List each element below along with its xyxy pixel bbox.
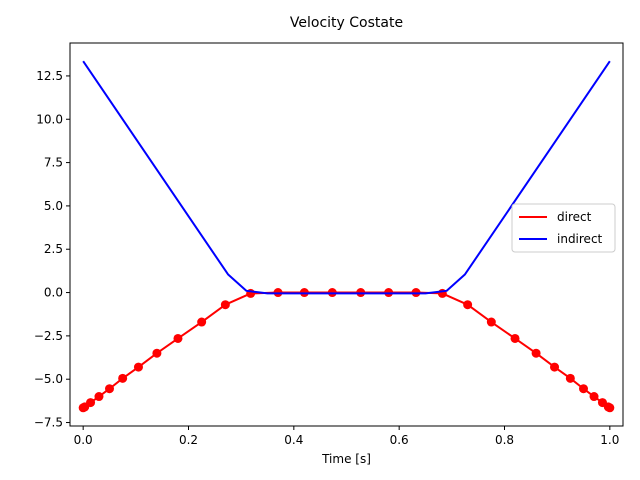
y-tick-label: 2.5	[44, 242, 63, 256]
legend-label: indirect	[557, 232, 603, 246]
data-point-direct	[486, 317, 496, 327]
x-tick-label: 0.0	[74, 433, 93, 447]
series-indirect	[82, 60, 611, 295]
data-point-direct	[133, 362, 143, 372]
y-tick-label: 7.5	[44, 156, 63, 170]
data-point-direct	[565, 373, 575, 383]
data-point-direct	[105, 384, 114, 394]
data-point-direct	[173, 333, 183, 343]
y-tick-label: −7.5	[34, 416, 63, 430]
legend-label: direct	[557, 210, 592, 224]
legend: direct indirect	[511, 203, 616, 253]
legend-item-indirect: indirect	[519, 232, 603, 246]
data-point-direct	[589, 392, 599, 402]
data-point-direct	[197, 317, 207, 327]
x-tick-label: 1.0	[600, 433, 619, 447]
y-tick-label: 0.0	[44, 286, 63, 300]
y-tick-label: −2.5	[34, 329, 63, 343]
y-tick-label: 12.5	[36, 69, 63, 83]
data-point-direct	[550, 362, 560, 372]
y-tick-label: −5.0	[34, 372, 63, 386]
data-point-direct	[118, 373, 128, 383]
data-point-direct	[152, 348, 162, 358]
series-line-indirect	[82, 60, 611, 295]
y-tick-label: 5.0	[44, 199, 63, 213]
x-axis-label: Time [s]	[321, 452, 371, 466]
y-axis: −7.5 −5.0 −2.5 0.0 2.5 5.0 7.5 10.0 12.5	[34, 69, 70, 430]
data-point-direct	[605, 403, 615, 413]
series-layer	[78, 60, 615, 413]
x-axis: 0.0 0.2 0.4 0.6 0.8 1.0	[74, 426, 619, 447]
y-tick-label: 10.0	[36, 112, 63, 126]
x-tick-label: 0.4	[284, 433, 303, 447]
data-point-direct	[220, 300, 230, 310]
x-tick-label: 0.6	[390, 433, 409, 447]
data-point-direct	[94, 392, 104, 402]
x-tick-label: 0.2	[179, 433, 198, 447]
axes-frame	[69, 42, 624, 427]
data-point-direct	[531, 348, 541, 358]
data-point-direct	[510, 333, 520, 343]
data-point-direct	[86, 398, 96, 408]
data-point-direct	[463, 300, 473, 310]
x-tick-label: 0.8	[495, 433, 514, 447]
chart-title: Velocity Costate	[290, 15, 403, 31]
data-point-direct	[579, 384, 588, 394]
legend-item-direct: direct	[519, 210, 592, 224]
